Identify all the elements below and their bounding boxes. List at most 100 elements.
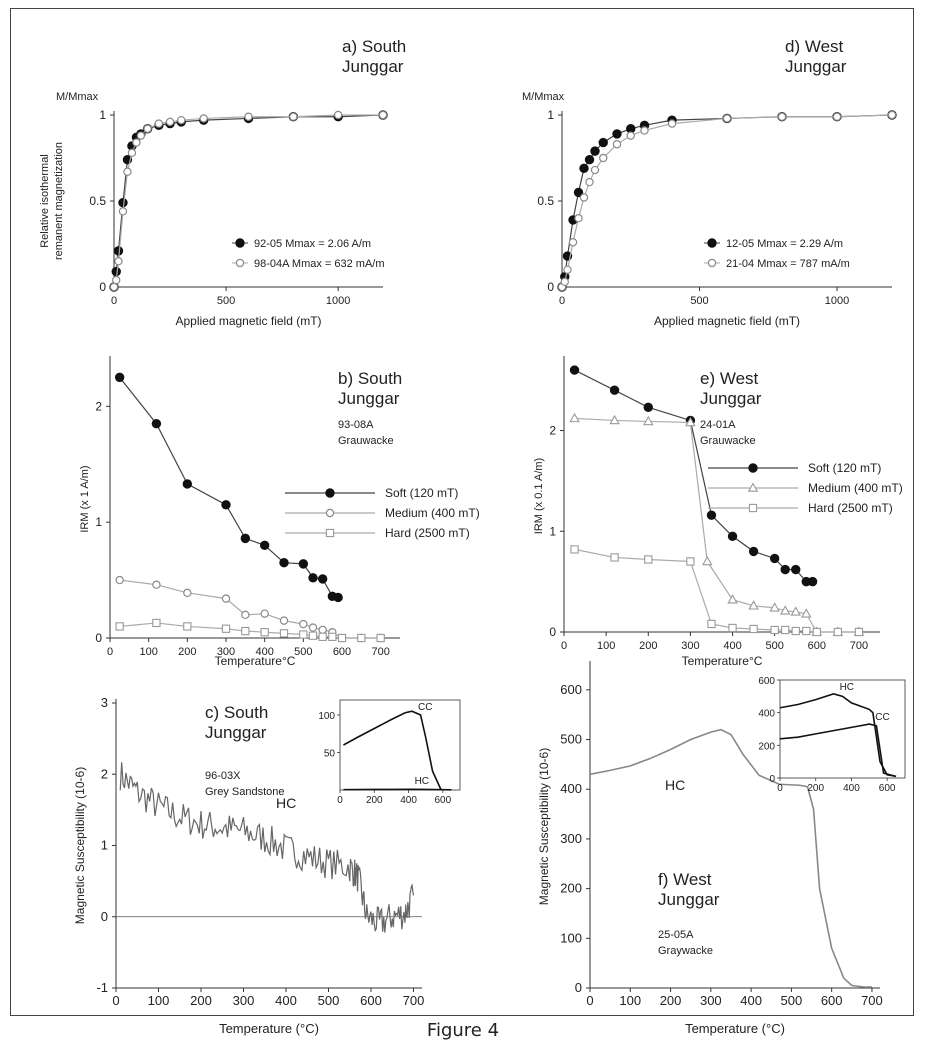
x-tick-label: 300 [700, 993, 722, 1008]
data-point [707, 619, 716, 629]
panel-title: Junggar [785, 57, 847, 76]
data-point [609, 414, 620, 425]
data-point [289, 112, 298, 121]
data-point [260, 609, 269, 618]
legend-marker [747, 482, 759, 492]
legend-entry: 21-04 Mmax = 787 mA/m [726, 258, 850, 270]
data-point [299, 619, 308, 629]
x-axis-label: Applied magnetic field (mT) [654, 314, 800, 328]
data-point [584, 155, 595, 165]
y-tick-label: 3 [101, 695, 108, 710]
y-tick-label: 0 [575, 980, 582, 995]
data-point [123, 167, 132, 176]
data-point [221, 624, 231, 633]
y-tick-label: 1 [101, 838, 108, 853]
data-point [579, 163, 589, 174]
x-tick-label: 500 [690, 295, 708, 307]
data-point [154, 119, 164, 128]
data-point [240, 533, 251, 544]
data-point [199, 114, 208, 123]
x-tick-label: 0 [112, 993, 119, 1008]
data-point [333, 592, 343, 603]
data-point [780, 564, 790, 575]
panel-title: Junggar [700, 389, 762, 408]
data-point [118, 207, 128, 216]
data-point [152, 580, 161, 589]
data-point [244, 112, 253, 121]
series-line [574, 417, 859, 633]
inset-y-tick-label: 600 [758, 676, 775, 687]
data-point [833, 627, 843, 637]
x-tick-label: 700 [861, 993, 883, 1008]
x-tick-label: 0 [586, 993, 593, 1008]
data-point [832, 112, 842, 121]
data-point [570, 545, 579, 554]
y-axis-top-label: M/Mmax [56, 91, 99, 103]
x-tick-label: 300 [233, 993, 255, 1008]
y-tick-label: 2 [549, 424, 556, 438]
data-point [118, 198, 128, 208]
data-point [791, 626, 800, 636]
data-point [598, 137, 608, 148]
legend-marker [707, 238, 717, 248]
x-tick-label: 600 [821, 993, 843, 1008]
data-point [770, 625, 779, 635]
inset-x-tick-label: 200 [366, 795, 383, 806]
data-point [569, 412, 580, 423]
x-tick-label: 100 [148, 993, 170, 1008]
data-point [801, 608, 812, 618]
legend-entry: Soft (120 mT) [808, 461, 881, 475]
series-line [574, 548, 859, 633]
x-tick-label: 400 [740, 993, 762, 1008]
series-line [574, 369, 813, 583]
sample-annotation: Grauwacke [338, 435, 394, 447]
inset-series-label: HC [840, 682, 854, 693]
data-point [114, 372, 125, 383]
series-line-HC [119, 762, 415, 933]
y-axis-label: Relative isothermal [39, 154, 51, 248]
x-tick-label: 300 [217, 646, 235, 658]
y-tick-label: 600 [560, 682, 582, 697]
data-point [177, 115, 186, 125]
legend-marker [235, 258, 245, 268]
sample-annotation: 24-01A [700, 419, 736, 431]
data-point [686, 557, 695, 566]
data-point [579, 193, 589, 202]
x-tick-label: 500 [318, 993, 340, 1008]
inset-f: 0 200 400 600 0 200 400 600 HC CC [758, 676, 906, 794]
data-point [722, 114, 732, 123]
data-point [769, 553, 780, 564]
data-point [590, 146, 600, 156]
data-point [777, 112, 787, 121]
legend-entry: 98-04A Mmax = 632 mA/m [254, 258, 385, 270]
y-tick-label: 400 [560, 781, 582, 796]
data-point [854, 627, 864, 637]
data-point [241, 610, 250, 620]
data-point [111, 266, 121, 277]
x-tick-label: 0 [107, 646, 113, 658]
y-axis-label: IRM (x 1 A/m) [79, 465, 91, 532]
x-tick-label: 600 [808, 640, 826, 652]
y-tick-label: 1 [95, 515, 102, 529]
panel-b: 0 100 200 300 400 500 600 700 0 1 2 b) SouthJunggar… [79, 356, 480, 668]
x-axis-label: Temperature°C [215, 654, 296, 668]
data-point [308, 623, 318, 632]
data-point [609, 385, 620, 395]
panel-title: Junggar [342, 57, 404, 76]
data-point [802, 626, 811, 636]
inset-series-label: CC [418, 702, 432, 713]
data-point [727, 531, 738, 541]
data-point [599, 153, 608, 163]
data-point [702, 555, 713, 566]
inset-x-tick-label: 600 [879, 783, 896, 794]
data-point [769, 602, 780, 612]
data-point [790, 606, 801, 616]
data-point [221, 594, 231, 603]
data-point [610, 553, 619, 562]
x-tick-label: 600 [360, 993, 382, 1008]
x-tick-label: 500 [294, 646, 312, 658]
inset-y-tick-label: 200 [758, 741, 775, 752]
